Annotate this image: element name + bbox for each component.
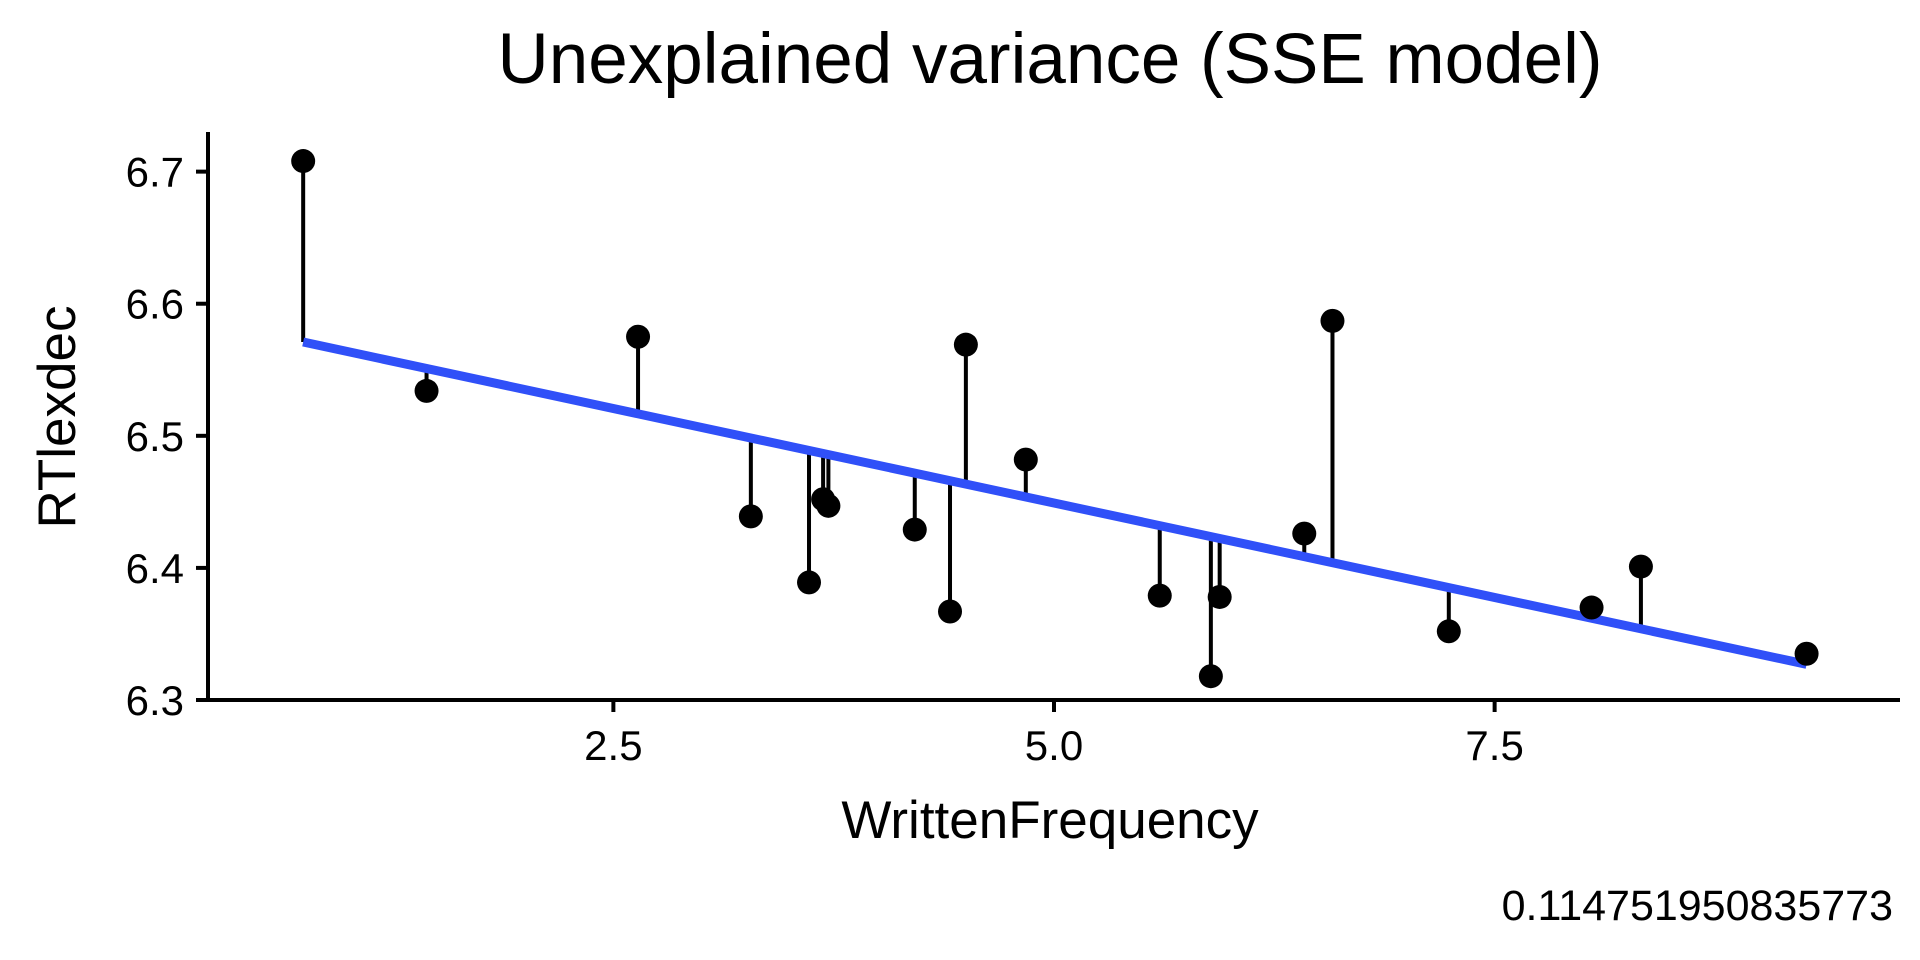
data-point bbox=[1794, 641, 1819, 666]
data-point bbox=[1147, 583, 1172, 608]
data-point bbox=[1579, 595, 1604, 620]
y-tick-label: 6.7 bbox=[126, 149, 184, 196]
data-point bbox=[938, 599, 963, 624]
x-axis-ticks: 2.5 5.0 7.5 bbox=[584, 700, 1524, 769]
sse-value-caption: 0.114751950835773 bbox=[1502, 882, 1893, 930]
regression-line-group bbox=[302, 337, 1808, 669]
data-point bbox=[1628, 554, 1653, 579]
data-point bbox=[1320, 308, 1345, 333]
y-tick-label: 6.3 bbox=[126, 677, 184, 724]
regression-line bbox=[302, 337, 1808, 669]
data-point bbox=[953, 332, 978, 357]
data-point bbox=[291, 149, 316, 174]
data-point bbox=[626, 324, 651, 349]
data-point bbox=[1207, 584, 1232, 609]
y-tick-label: 6.6 bbox=[126, 281, 184, 328]
data-point bbox=[1292, 521, 1317, 546]
data-point bbox=[797, 570, 822, 595]
y-axis-ticks: 6.3 6.4 6.5 6.6 6.7 bbox=[126, 149, 208, 724]
y-axis-label: RTlexdec bbox=[28, 306, 87, 529]
data-point bbox=[414, 378, 439, 403]
data-point bbox=[1436, 619, 1461, 644]
x-axis-label: WrittenFrequency bbox=[841, 791, 1259, 850]
x-tick-label: 7.5 bbox=[1465, 722, 1523, 769]
x-tick-label: 2.5 bbox=[584, 722, 642, 769]
chart-title: Unexplained variance (SSE model) bbox=[497, 20, 1602, 99]
y-tick-label: 6.4 bbox=[126, 545, 184, 592]
x-tick-label: 5.0 bbox=[1025, 722, 1083, 769]
data-point bbox=[902, 517, 927, 542]
data-point bbox=[738, 504, 763, 529]
data-point bbox=[816, 493, 841, 518]
y-tick-label: 6.5 bbox=[126, 413, 184, 460]
data-points bbox=[291, 149, 1819, 689]
data-point bbox=[1198, 664, 1223, 689]
data-point bbox=[1013, 447, 1038, 472]
